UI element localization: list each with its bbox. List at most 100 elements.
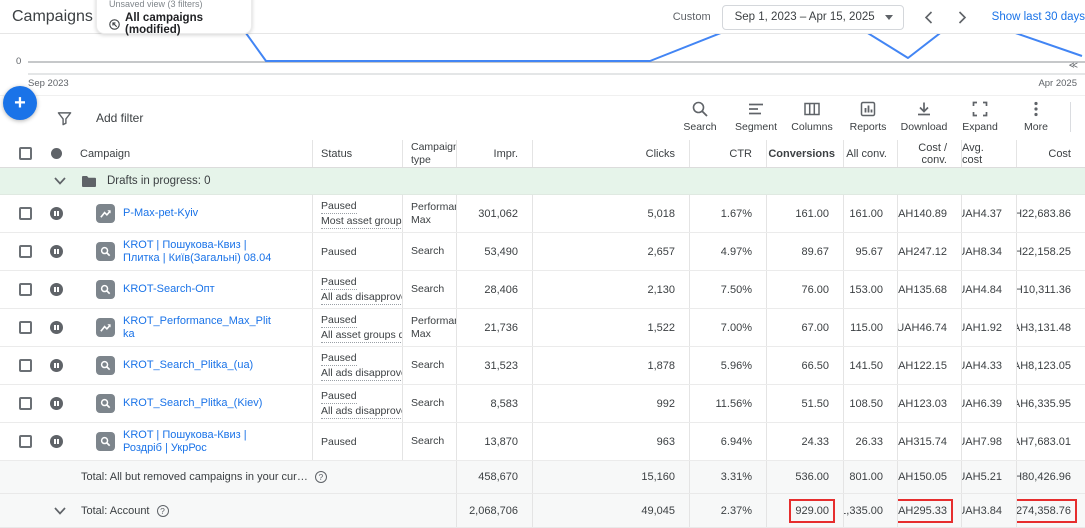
highlighted-conversions-value: 929.00 [789,498,835,523]
show-last-30-days-link[interactable]: Show last 30 days [991,11,1085,23]
row-checkbox[interactable] [19,435,32,448]
drafts-label: Drafts in progress: 0 [107,175,211,187]
search-campaign-icon [96,394,115,413]
page-header: Campaigns Unsaved view (3 filters) All c… [0,0,1085,36]
search-button[interactable]: Search [672,100,728,133]
table-toolbar: Add filter Search Segment [0,96,1085,140]
table-row: KROT | Пошукова-Квиз | Роздріб | УкрРос … [0,423,1085,461]
more-icon [1034,101,1038,117]
performance-chart: 0 Sep 2023 Apr 2025 ≪ [0,34,1085,96]
x-axis-start-label: Sep 2023 [28,78,69,89]
add-filter-button[interactable]: Add filter [96,111,144,125]
column-avg-cost[interactable]: Avg. cost [961,140,1016,167]
table-row: KROT_Search_Plitka_(Kiev) Paused All ads … [0,385,1085,423]
total-account-label: Total: Account [81,504,150,517]
table-row: KROT_Search_Plitka_(ua) Paused All ads di… [0,347,1085,385]
row-checkbox[interactable] [19,359,32,372]
chart-range-handle-icon[interactable]: ≪ [1068,60,1078,70]
expand-icon [972,101,988,117]
campaign-link[interactable]: KROT | Пошукова-Квиз | Роздріб | УкрРос [123,428,247,454]
campaign-link[interactable]: KROT_Performance_Max_Plitka [123,314,271,340]
paused-status-icon [50,283,63,296]
column-clicks[interactable]: Clicks [532,140,689,167]
search-campaign-icon [96,280,115,299]
table-header-row: Campaign Status Campaign type Impr. Clic… [0,140,1085,168]
folder-icon [82,175,96,187]
row-checkbox[interactable] [19,283,32,296]
search-campaign-icon [96,242,115,261]
new-campaign-button[interactable]: + [3,86,37,120]
modified-view-icon [109,18,120,30]
sparkline [28,34,1085,75]
search-campaign-icon [96,432,115,451]
total-filtered-label: Total: All but removed campaigns in your… [81,471,308,483]
column-campaign-type[interactable]: Campaign type [402,140,456,167]
help-icon[interactable]: ? [314,471,327,483]
column-cost[interactable]: Cost [1016,140,1085,167]
column-cost-conv[interactable]: Cost / conv. [897,140,961,167]
previous-period-button[interactable] [920,8,938,26]
search-icon [692,101,708,117]
total-account-row: Total: Account ? 2,068,706 49,045 2.37% … [0,494,1085,528]
campaign-link[interactable]: KROT_Search_Plitka_(Kiev) [123,397,263,409]
x-axis-end-label: Apr 2025 [1038,78,1077,89]
toolbar-divider [1070,102,1071,132]
column-ctr[interactable]: CTR [689,140,766,167]
paused-status-icon [50,435,63,448]
columns-button[interactable]: Columns [784,100,840,133]
column-status[interactable]: Status [312,140,402,167]
campaign-link[interactable]: KROT | Пошукова-Квиз | Плитка | Київ(Заг… [123,238,272,264]
filter-funnel-icon[interactable] [57,111,72,126]
column-conversions-sorted[interactable]: ↓Conversions [766,140,843,167]
select-all-checkbox[interactable] [19,147,32,160]
view-card-title: All campaigns (modified) [125,12,203,36]
next-period-button[interactable] [954,8,972,26]
row-checkbox[interactable] [19,321,32,334]
paused-status-icon [50,245,63,258]
campaign-link[interactable]: KROT_Search_Plitka_(ua) [123,359,254,371]
performance-max-campaign-icon [96,318,115,337]
row-checkbox[interactable] [19,397,32,410]
y-axis-zero-label: 0 [16,56,22,67]
column-all-conv[interactable]: All conv. [843,140,897,167]
row-checkbox[interactable] [19,245,32,258]
table-row: KROT | Пошукова-Квиз | Плитка | Київ(Заг… [0,233,1085,271]
download-button[interactable]: Download [896,100,952,133]
column-campaign[interactable]: Campaign [80,147,131,160]
date-range-selector[interactable]: Sep 1, 2023 – Apr 15, 2025 [721,4,904,30]
chevron-down-icon[interactable] [54,506,66,515]
segment-button[interactable]: Segment [728,100,784,133]
date-range-value: Sep 1, 2023 – Apr 15, 2025 [734,11,875,23]
more-button[interactable]: More [1008,100,1064,133]
expand-button[interactable]: Expand [952,100,1008,133]
total-filtered-row: Total: All but removed campaigns in your… [0,461,1085,494]
date-mode-label: Custom [672,11,711,23]
highlighted-cost-value: UAH274,358.76 [1017,498,1078,523]
column-impr[interactable]: Impr. [456,140,532,167]
help-icon[interactable]: ? [156,504,169,517]
segment-icon [749,103,763,115]
row-checkbox[interactable] [19,207,32,220]
view-card-subtitle: Unsaved view (3 filters) [109,0,203,9]
drafts-row[interactable]: Drafts in progress: 0 [0,168,1085,195]
paused-status-icon [50,359,63,372]
table-row: KROT_Performance_Max_Plitka Paused All as… [0,309,1085,347]
campaign-link[interactable]: P-Max-pet-Kyiv [123,207,199,219]
page-title: Campaigns [12,7,93,25]
status-dot-icon [51,148,62,159]
highlighted-cost-per-conv-value: UAH295.33 [898,498,953,523]
columns-icon [804,102,820,116]
paused-status-icon [50,321,63,334]
performance-max-campaign-icon [96,204,115,223]
download-icon [918,102,930,116]
paused-status-icon [50,397,63,410]
view-selector-card[interactable]: Unsaved view (3 filters) All campaigns (… [96,0,252,36]
chevron-down-icon [884,14,893,20]
campaign-link[interactable]: KROT-Search-Опт [123,283,215,295]
reports-icon [860,101,876,117]
chevron-down-icon[interactable] [54,177,66,185]
reports-button[interactable]: Reports [840,100,896,133]
